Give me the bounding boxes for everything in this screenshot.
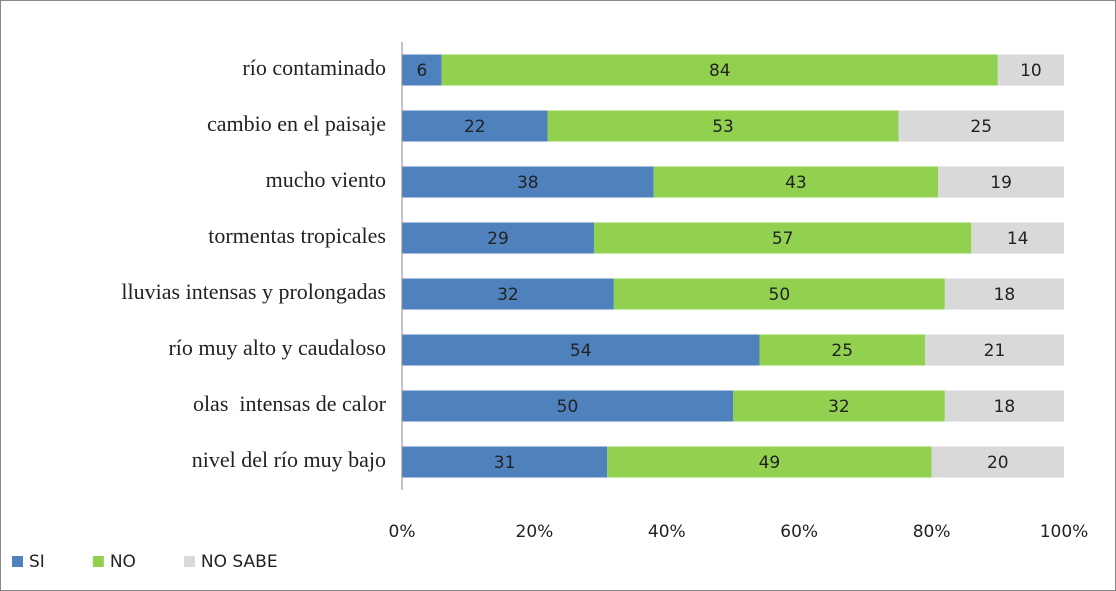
data-label: 25	[970, 117, 992, 137]
data-label: 50	[557, 397, 579, 417]
bar-segment	[898, 110, 1064, 142]
y-tick-label: tormentas tropicales	[208, 223, 386, 248]
data-label: 19	[990, 173, 1012, 193]
x-tick-label: 0%	[389, 522, 416, 542]
legend-label: NO SABE	[201, 552, 278, 572]
bar-segment	[402, 334, 760, 366]
legend-swatch	[183, 556, 195, 567]
data-label: 49	[759, 453, 781, 473]
data-label: 57	[772, 229, 794, 249]
x-tick-label: 40%	[648, 522, 686, 542]
bar-segment	[547, 110, 899, 142]
data-label: 54	[570, 341, 592, 361]
legend-label: NO	[110, 552, 136, 572]
y-tick-label: nivel del río muy bajo	[192, 447, 386, 472]
bar-segment	[402, 54, 442, 86]
data-label: 32	[828, 397, 850, 417]
data-label: 18	[994, 285, 1016, 305]
bar-segment	[924, 334, 1064, 366]
data-label: 25	[831, 341, 853, 361]
bar-segment	[653, 166, 939, 198]
x-tick-label: 80%	[913, 522, 951, 542]
data-label: 43	[785, 173, 807, 193]
bar-segment	[971, 222, 1064, 254]
bar-segment	[613, 278, 945, 310]
x-tick-label: 60%	[780, 522, 818, 542]
bar-segment	[402, 110, 548, 142]
legend-swatch	[12, 556, 23, 567]
bar-segment	[759, 334, 925, 366]
data-label: 32	[497, 285, 519, 305]
data-label: 38	[517, 173, 539, 193]
y-tick-label: lluvias intensas y prolongadas	[121, 279, 386, 304]
data-label: 14	[1007, 229, 1029, 249]
bar-segment	[938, 166, 1064, 198]
legend-label: SI	[29, 552, 45, 572]
data-label: 29	[487, 229, 509, 249]
bar-segment	[402, 390, 733, 422]
bar-segment	[402, 222, 594, 254]
data-label: 31	[494, 453, 516, 473]
data-label: 53	[712, 117, 734, 137]
bar-segment	[944, 390, 1064, 422]
data-label: 18	[994, 397, 1016, 417]
legend-swatch	[92, 556, 104, 567]
x-tick-label: 20%	[516, 522, 554, 542]
data-label: 22	[464, 117, 486, 137]
data-label: 50	[769, 285, 791, 305]
y-tick-label: río contaminado	[242, 55, 386, 80]
y-tick-label: olas intensas de calor	[193, 391, 387, 416]
bar-segment	[997, 54, 1064, 86]
data-label: 20	[987, 453, 1009, 473]
data-label: 21	[984, 341, 1006, 361]
bar-segment	[944, 278, 1064, 310]
x-tick-label: 100%	[1040, 522, 1089, 542]
data-label: 6	[416, 61, 427, 81]
y-tick-label: mucho viento	[266, 167, 386, 192]
data-label: 84	[709, 61, 731, 81]
bar-segment	[607, 446, 932, 478]
bar-segment	[733, 390, 945, 422]
bar-segment	[402, 166, 654, 198]
data-label: 10	[1020, 61, 1042, 81]
bar-segment	[441, 54, 998, 86]
bar-segment	[402, 446, 608, 478]
y-tick-label: río muy alto y caudaloso	[168, 335, 386, 360]
bar-segment	[931, 446, 1064, 478]
y-tick-label: cambio en el paisaje	[207, 111, 386, 136]
bar-segment	[593, 222, 972, 254]
bar-segment	[402, 278, 614, 310]
